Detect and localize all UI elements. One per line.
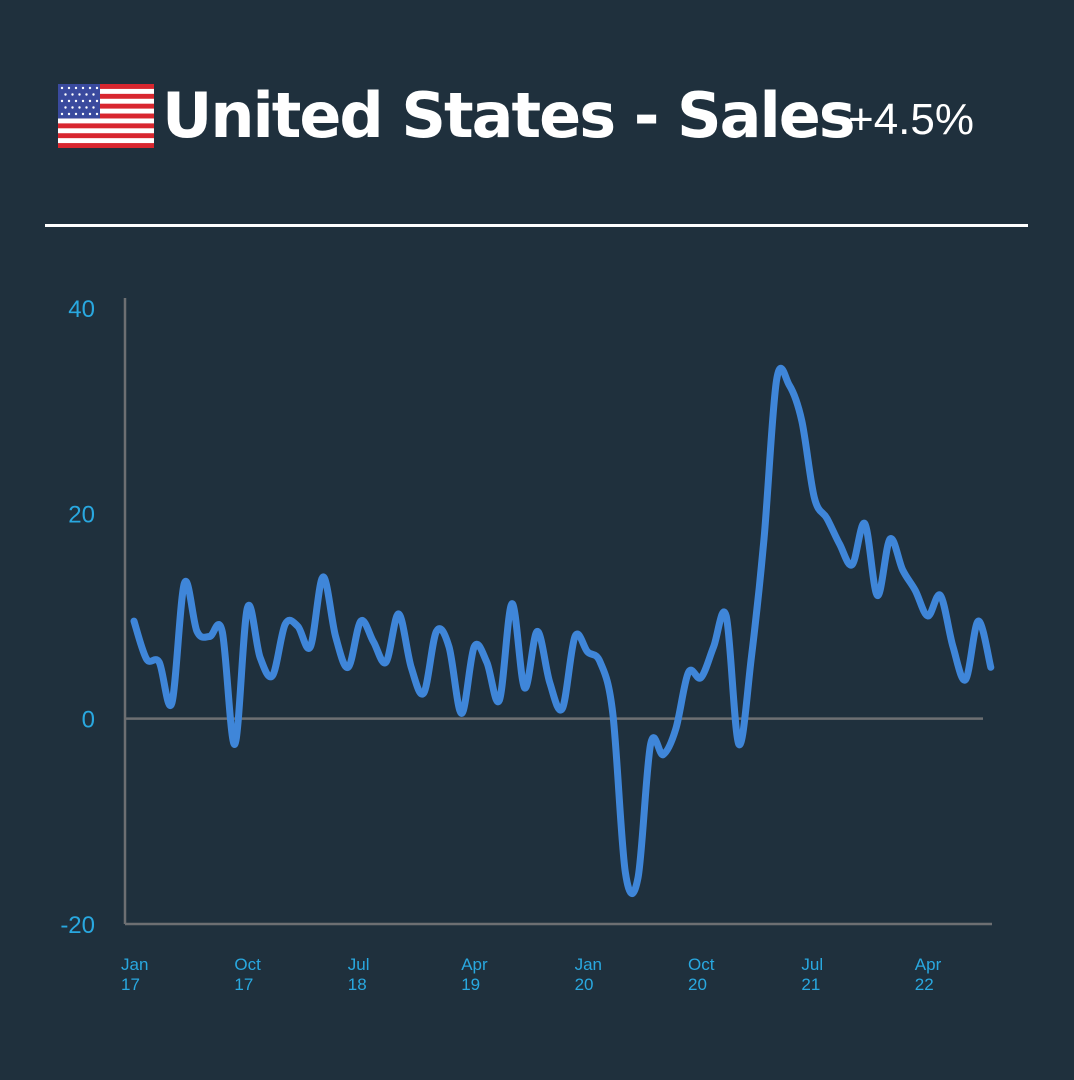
y-axis-ticks: 40 20 0 -20 bbox=[60, 296, 95, 939]
x-tick-label: Oct bbox=[688, 955, 715, 974]
x-tick-label: 20 bbox=[688, 975, 707, 994]
x-tick-label: Jul bbox=[801, 955, 823, 974]
header-divider bbox=[45, 224, 1028, 227]
x-tick-label: 17 bbox=[121, 975, 140, 994]
x-tick-label: 18 bbox=[348, 975, 367, 994]
us-flag-icon bbox=[58, 84, 154, 148]
x-tick-label: Jan bbox=[575, 955, 602, 974]
x-tick-label: Apr bbox=[461, 955, 488, 974]
x-tick-label: 20 bbox=[575, 975, 594, 994]
x-tick-label: 17 bbox=[234, 975, 253, 994]
x-tick-label: 19 bbox=[461, 975, 480, 994]
y-tick-label: 20 bbox=[68, 501, 95, 528]
x-tick-label: Apr bbox=[915, 955, 942, 974]
x-tick-label: 21 bbox=[801, 975, 820, 994]
x-tick-label: Jan bbox=[121, 955, 148, 974]
chart-header: United States - Sales +4.5% bbox=[0, 0, 1074, 240]
y-tick-label: -20 bbox=[60, 912, 95, 939]
x-tick-label: Oct bbox=[234, 955, 261, 974]
y-tick-label: 0 bbox=[82, 707, 95, 734]
change-value: +4.5% bbox=[848, 95, 974, 144]
chart-axes bbox=[123, 298, 992, 926]
series-line bbox=[130, 364, 995, 898]
y-tick-label: 40 bbox=[68, 296, 95, 323]
x-tick-label: Jul bbox=[348, 955, 370, 974]
x-tick-label: 22 bbox=[915, 975, 934, 994]
chart-series bbox=[130, 364, 995, 898]
chart-title: United States - Sales bbox=[162, 79, 856, 152]
